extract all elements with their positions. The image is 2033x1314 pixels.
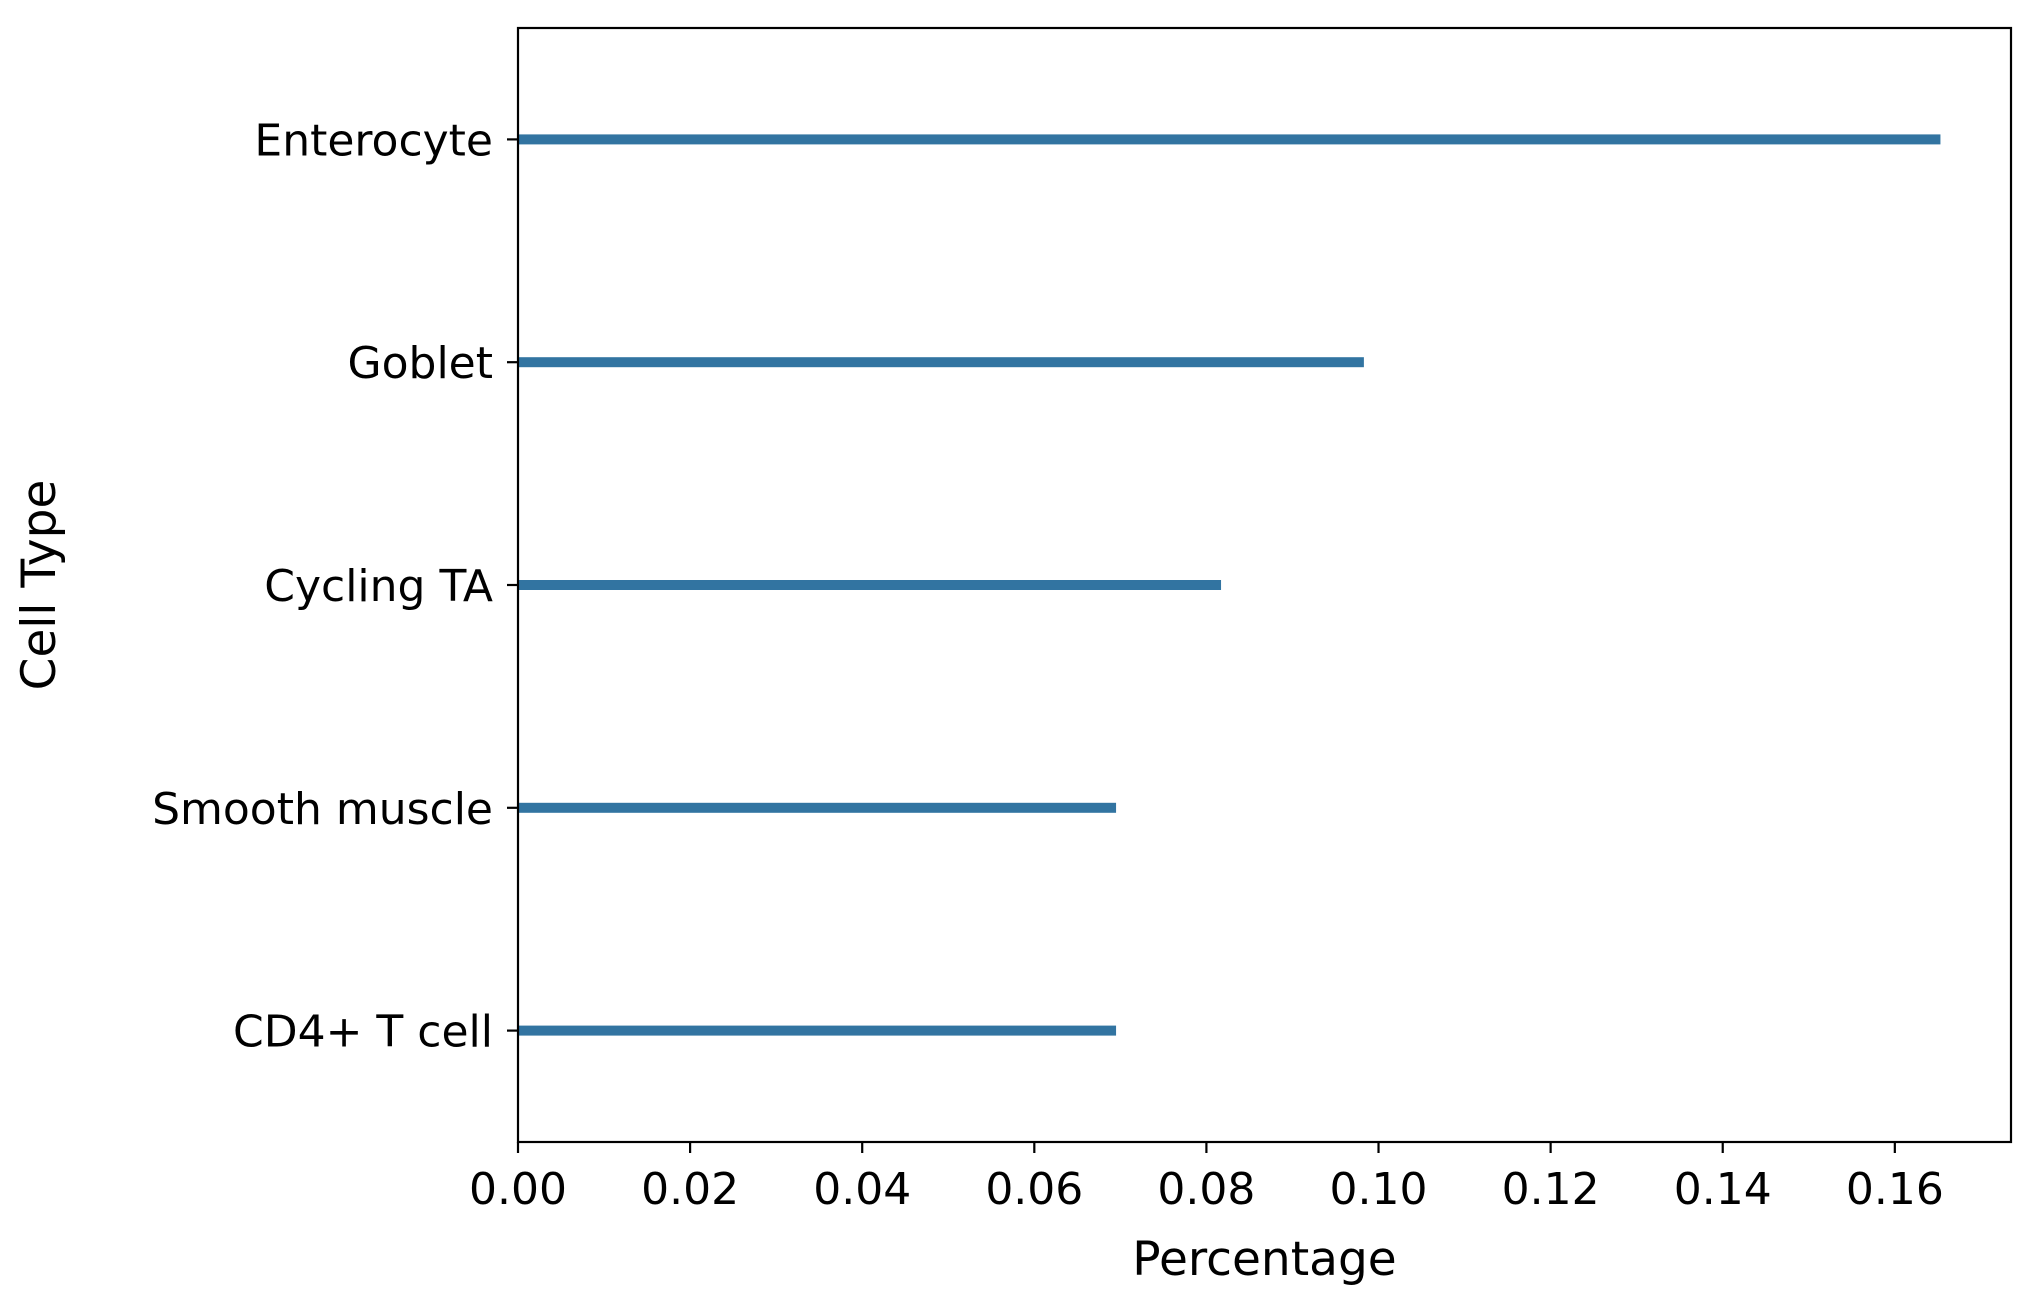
x-tick-label: 0.06 (985, 1164, 1083, 1215)
x-axis-ticks: 0.00 0.02 0.04 0.06 0.08 0.10 0.12 0.14 0.16 (469, 1142, 1944, 1215)
bar-enterocyte (518, 134, 1941, 145)
y-tick-label: Cycling TA (264, 561, 493, 612)
x-tick-label: 0.12 (1502, 1164, 1600, 1215)
y-tick-label: Goblet (348, 338, 494, 389)
y-tick-label: Enterocyte (254, 115, 493, 166)
x-tick-label: 0.02 (641, 1164, 739, 1215)
y-tick-label: CD4+ T cell (233, 1007, 493, 1058)
x-tick-label: 0.04 (813, 1164, 911, 1215)
bar-goblet (518, 357, 1364, 368)
bar-cycling-ta (518, 580, 1222, 590)
x-tick-label: 0.16 (1846, 1164, 1944, 1215)
bar-series (518, 134, 1941, 1036)
x-tick-label: 0.14 (1674, 1164, 1772, 1215)
bar-cd4-t-cell (518, 1025, 1117, 1036)
bar-smooth-muscle (518, 802, 1117, 813)
plot-frame (516, 26, 2013, 1144)
x-axis-label: Percentage (1132, 1232, 1396, 1287)
x-tick-label: 0.08 (1157, 1164, 1255, 1215)
y-axis-ticks: Enterocyte Goblet Cycling TA Smooth muscle C… (152, 115, 518, 1058)
y-tick-label: Smooth muscle (152, 784, 493, 835)
x-tick-label: 0.00 (469, 1164, 567, 1215)
y-axis-label: Cell Type (12, 480, 67, 691)
x-tick-label: 0.10 (1330, 1164, 1428, 1215)
